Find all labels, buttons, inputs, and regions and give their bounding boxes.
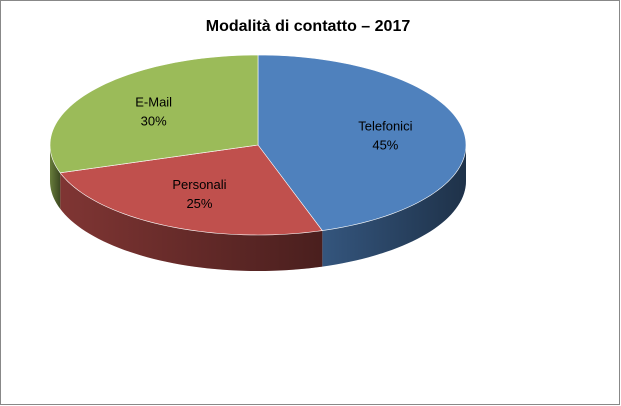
slice-value-label: 45% <box>372 138 398 153</box>
slice <box>59 144 323 236</box>
slice-label: Personali <box>172 177 226 192</box>
slice-label: Telefonici <box>358 119 412 134</box>
slice-side-shade <box>60 172 323 271</box>
pie: Telefonici 45% Personali 25% E-Mail 30% <box>49 54 467 271</box>
slice <box>49 54 259 174</box>
slice-label: E-Mail <box>135 95 172 110</box>
slice-value-label: 30% <box>141 114 167 129</box>
chart-title: Modalità di contatto – 2017 <box>206 18 411 35</box>
slice-side-shade <box>50 145 61 209</box>
slice-value-label: 25% <box>186 196 212 211</box>
slice-side-shade <box>322 145 466 267</box>
slice <box>257 54 467 231</box>
